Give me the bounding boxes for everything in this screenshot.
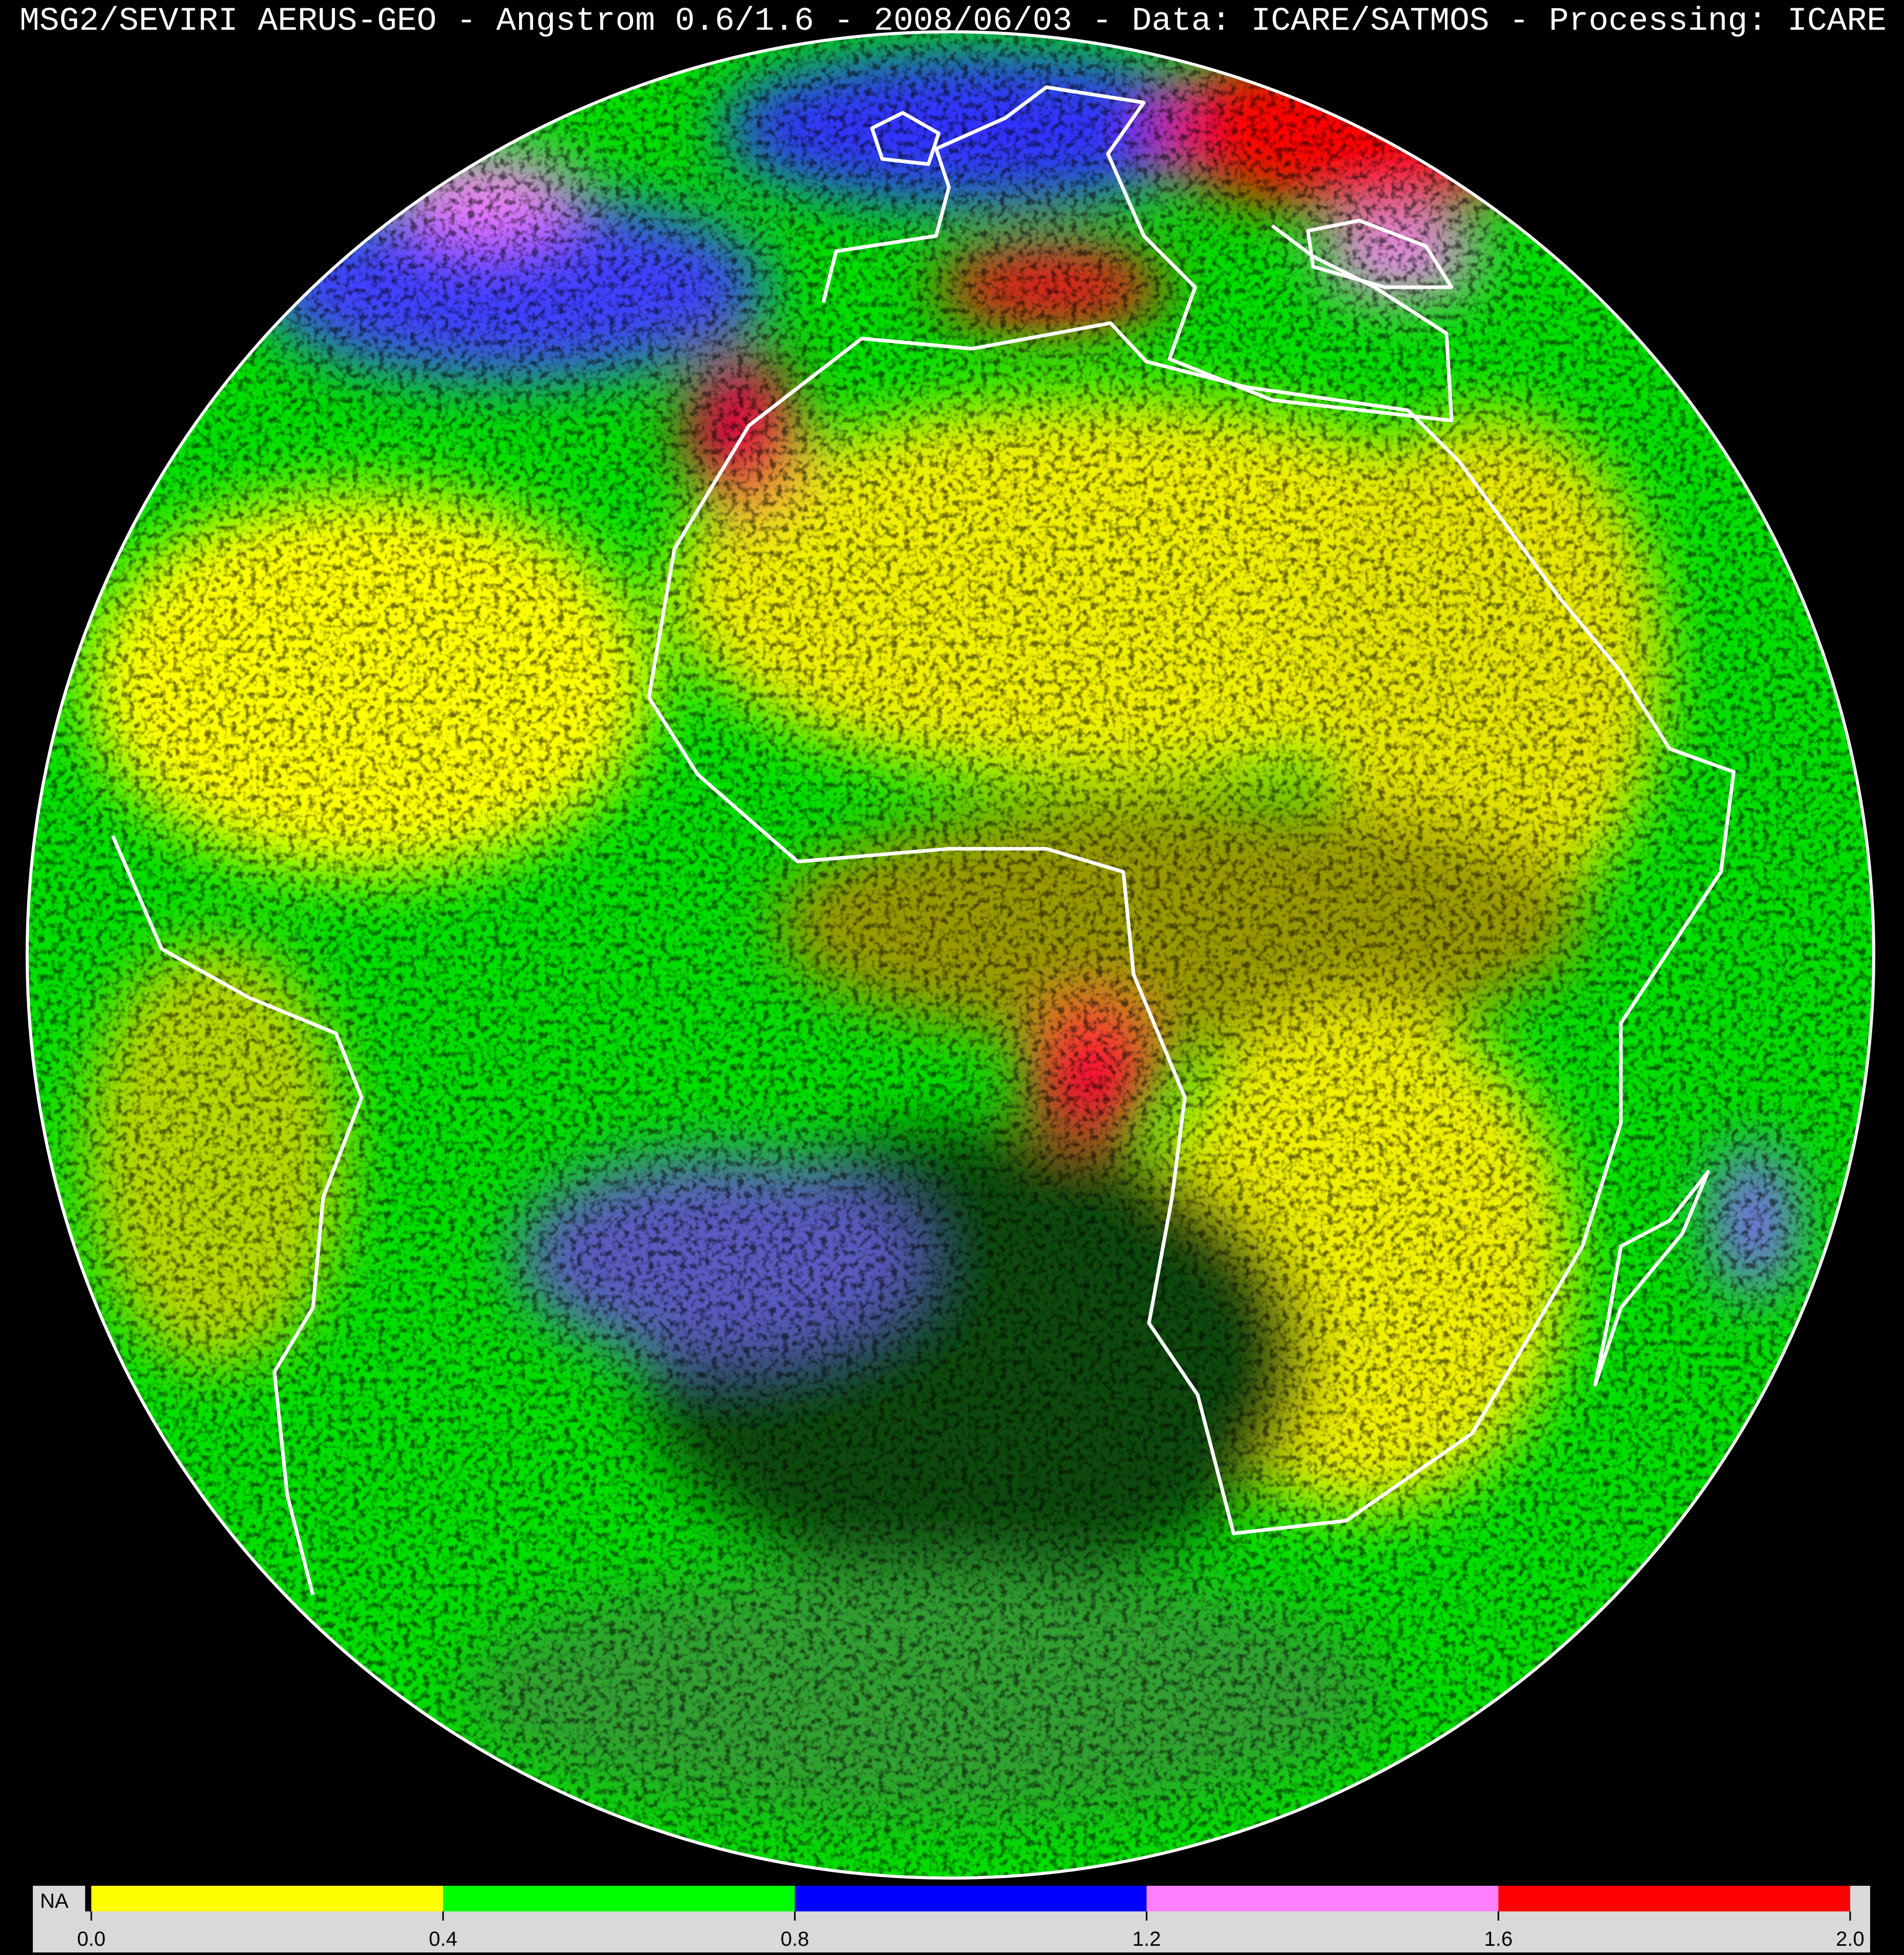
- colorbar-tick-label: 1.2: [1133, 1928, 1161, 1950]
- colorbar-bin-4: [1498, 1886, 1850, 1911]
- colorbar-tick-label: 1.6: [1484, 1928, 1513, 1950]
- colorbar-bin-1: [443, 1886, 795, 1911]
- colorbar-tick-label: 2.0: [1836, 1928, 1865, 1950]
- colorbar-bin-2: [795, 1886, 1147, 1911]
- colorbar-na-swatch: [85, 1886, 91, 1911]
- colorbar-bin-0: [91, 1886, 443, 1911]
- colorbar-bin-3: [1146, 1886, 1498, 1911]
- colorbar: NA 0.0 0.4 0.8 1.2 1.6 2.0: [33, 1886, 1870, 1952]
- colorbar-tick-label: 0.0: [77, 1928, 106, 1950]
- colorbar-tick-label: 0.8: [781, 1928, 809, 1950]
- colorbar-tick-label: 0.4: [429, 1928, 458, 1950]
- colorbar-na-label: NA: [40, 1890, 69, 1912]
